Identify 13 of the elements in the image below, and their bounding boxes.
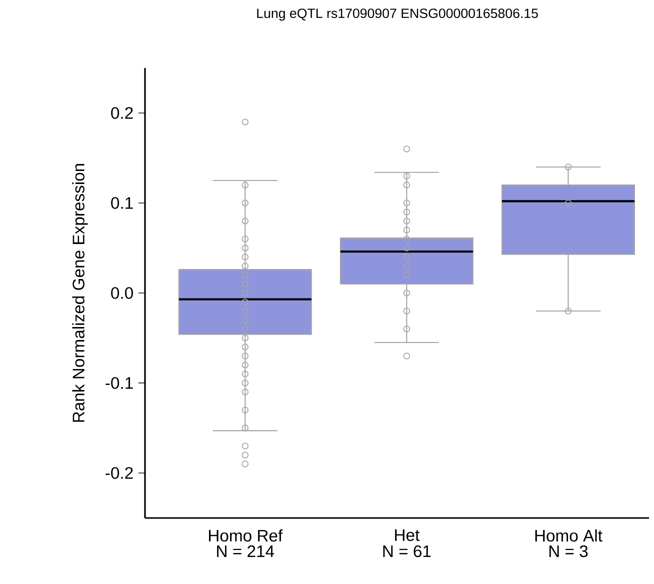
chart-title: Lung eQTL rs17090907 ENSG00000165806.15 (257, 8, 538, 21)
text: N = 214 (217, 545, 274, 557)
y-tick-label: -0.1 (106, 377, 133, 389)
y-tick-label: 0.1 (111, 197, 133, 209)
x-tick-label: Homo Ref (209, 529, 283, 542)
y-tick-label: 0.0 (111, 287, 133, 299)
y-tick-label: -0.2 (106, 467, 133, 479)
text: N = 3 (549, 545, 588, 558)
y-tick-label: 0.2 (111, 107, 133, 119)
y-axis-title: Rank Normalized Gene Expression (72, 164, 88, 422)
text: N = 61 (383, 545, 431, 558)
x-tick-label: Het (395, 529, 420, 541)
x-tick-label: Homo Alt (535, 529, 602, 542)
